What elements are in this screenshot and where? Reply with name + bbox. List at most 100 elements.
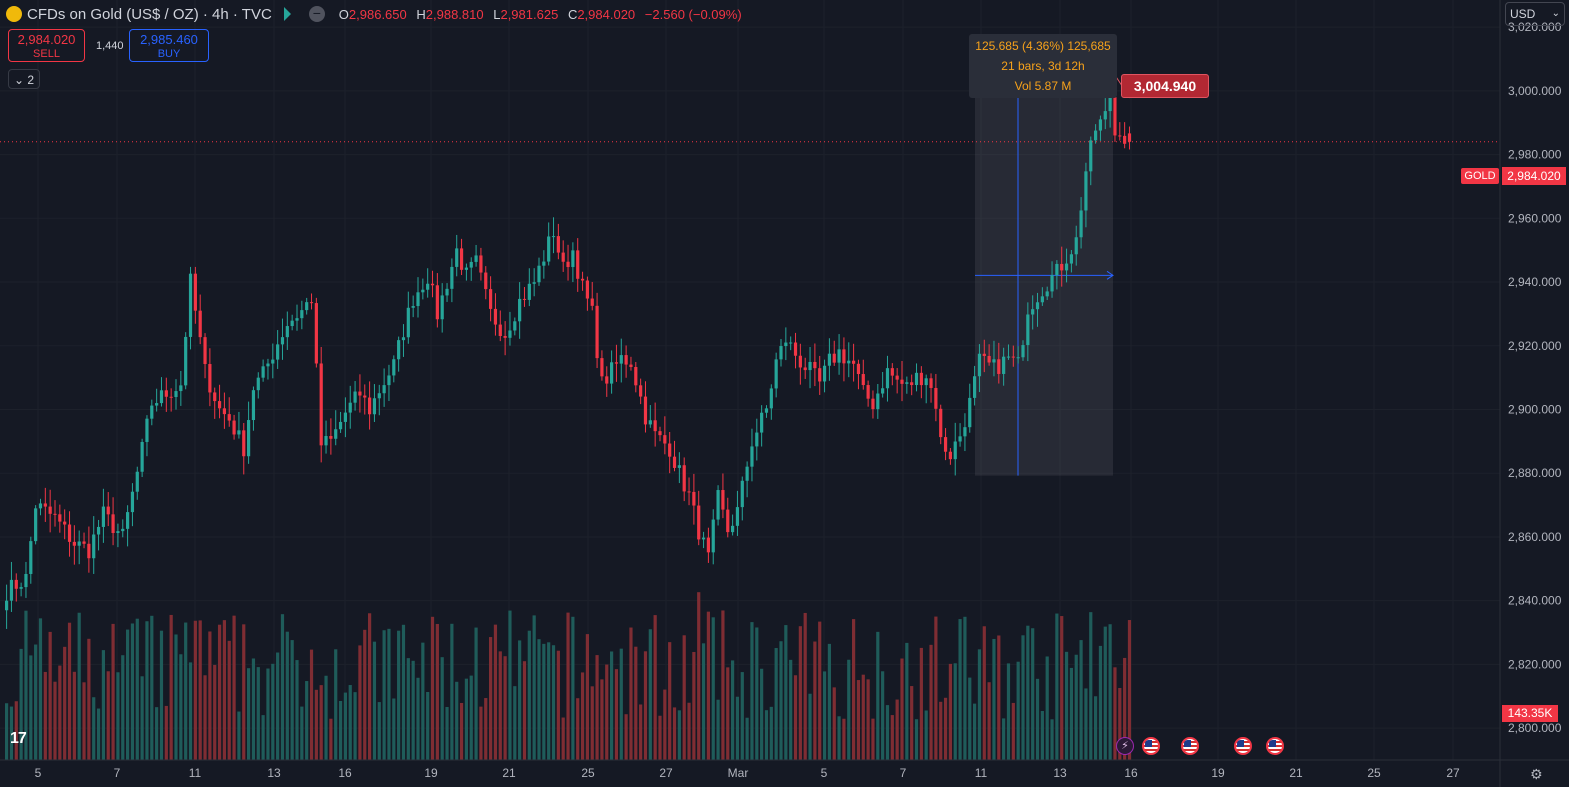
currency-selector[interactable]: USD ⌄ bbox=[1505, 2, 1565, 26]
price-axis[interactable]: 2,800.000 2,820.000 2,840.000 2,860.000 2,88… bbox=[1499, 0, 1562, 787]
volume-bar bbox=[440, 657, 444, 760]
candle-body bbox=[721, 490, 725, 510]
candle-body bbox=[126, 512, 130, 529]
volume-bar bbox=[353, 692, 357, 760]
candle-body bbox=[503, 336, 507, 338]
candle-body bbox=[764, 408, 769, 413]
candle-body bbox=[1016, 357, 1020, 359]
volume-bar bbox=[222, 620, 226, 760]
us-flag-event-icon[interactable] bbox=[1266, 737, 1284, 755]
volume-bar bbox=[406, 658, 410, 760]
volume-bar bbox=[1094, 696, 1098, 760]
indicator-count: 2 bbox=[27, 73, 35, 87]
volume-bar bbox=[421, 642, 425, 760]
tradingview-logo[interactable]: 17 bbox=[10, 730, 27, 747]
volume-bar bbox=[590, 686, 594, 760]
volume-bar bbox=[547, 642, 551, 760]
candle-body bbox=[977, 353, 982, 377]
candle-body bbox=[363, 395, 367, 398]
volume-bar bbox=[53, 681, 57, 760]
volume-bar bbox=[203, 675, 207, 760]
candle-body bbox=[150, 405, 154, 419]
volume-bar bbox=[242, 624, 246, 760]
indicators-collapse-button[interactable]: ⌄ 2 bbox=[8, 69, 40, 89]
candle-body bbox=[789, 342, 793, 344]
candle-body bbox=[600, 358, 604, 377]
volume-bar bbox=[372, 641, 377, 760]
volume-bar bbox=[135, 618, 139, 760]
candle-body bbox=[939, 408, 943, 438]
volume-bar bbox=[34, 644, 38, 760]
price-tick-label: 2,800.000 bbox=[1508, 721, 1562, 735]
candle-body bbox=[63, 521, 67, 525]
candle-body bbox=[222, 408, 226, 415]
volume-bar bbox=[169, 614, 173, 760]
candle-body bbox=[314, 303, 318, 364]
time-tick-label: 21 bbox=[1289, 766, 1303, 780]
us-flag-event-icon[interactable] bbox=[1181, 737, 1199, 755]
buy-label: BUY bbox=[157, 48, 181, 60]
volume-bar bbox=[784, 625, 788, 760]
volume-bar bbox=[38, 618, 43, 760]
candle-body bbox=[14, 579, 18, 589]
us-flag-event-icon[interactable] bbox=[1234, 737, 1252, 755]
low-key: L bbox=[493, 6, 501, 22]
gear-icon[interactable]: ⚙ bbox=[1530, 766, 1543, 782]
price-tick-label: 2,880.000 bbox=[1508, 466, 1562, 480]
volume-bar bbox=[789, 659, 793, 760]
candle-body bbox=[184, 336, 188, 386]
candle-body bbox=[227, 414, 231, 421]
candle-body bbox=[67, 524, 72, 542]
volume-bar bbox=[639, 704, 643, 760]
chevron-down-icon: ⌄ bbox=[1551, 8, 1560, 19]
sell-button[interactable]: 2,984.020 SELL bbox=[8, 29, 85, 62]
candle-body bbox=[34, 508, 38, 542]
volume-bar bbox=[116, 672, 120, 760]
volume-bar bbox=[653, 615, 657, 760]
volume-bar bbox=[977, 649, 982, 760]
candle-body bbox=[72, 541, 76, 546]
volume-bar bbox=[697, 592, 701, 760]
candle-body bbox=[566, 261, 570, 268]
high-price-callout[interactable]: 3,004.940 bbox=[1121, 74, 1209, 98]
volume-bar bbox=[1026, 625, 1030, 760]
candle-body bbox=[629, 364, 633, 367]
candle-body bbox=[561, 252, 565, 262]
measure-range-box[interactable] bbox=[975, 74, 1114, 476]
volume-bar bbox=[513, 686, 517, 760]
candle-body bbox=[706, 537, 710, 553]
buy-button[interactable]: 2,985.460 BUY bbox=[129, 29, 209, 62]
price-tick-label: 3,000.000 bbox=[1508, 84, 1562, 98]
us-flag-event-icon[interactable] bbox=[1142, 737, 1160, 755]
change-value: −2.560 (−0.09%) bbox=[644, 6, 742, 22]
hide-legend-icon[interactable]: − bbox=[308, 6, 325, 22]
time-axis[interactable]: 5 7 11 13 16 19 21 25 27 Mar 5 7 11 13 16 19 21 25 27 bbox=[0, 759, 1569, 780]
candle-body bbox=[53, 513, 57, 515]
candle-body bbox=[943, 437, 948, 452]
volume-bar bbox=[416, 677, 420, 760]
volume-bar bbox=[895, 699, 899, 760]
candle-body bbox=[798, 355, 802, 368]
symbol-title[interactable]: CFDs on Gold (US$ / OZ) · 4h · TVC bbox=[27, 5, 272, 23]
candle-body bbox=[247, 420, 251, 457]
candle-body bbox=[1084, 171, 1088, 211]
volume-bar bbox=[1064, 651, 1069, 760]
volume-bar bbox=[92, 697, 96, 760]
volume-bar bbox=[919, 647, 923, 760]
candle-body bbox=[24, 573, 28, 588]
volume-bar bbox=[929, 644, 933, 760]
candle-body bbox=[885, 368, 890, 389]
candle-body bbox=[643, 396, 648, 425]
volume-bar bbox=[430, 616, 435, 760]
candle-body bbox=[440, 295, 444, 320]
volume-bar bbox=[1055, 613, 1059, 760]
candle-body bbox=[542, 261, 546, 266]
volume-bar bbox=[808, 693, 812, 760]
volume-bar bbox=[813, 641, 817, 760]
lightning-event-icon[interactable]: ⚡ bbox=[1116, 737, 1134, 755]
time-tick-label: 21 bbox=[502, 766, 516, 780]
volume-bar bbox=[818, 621, 822, 760]
candle-body bbox=[697, 505, 701, 540]
candle-body bbox=[130, 491, 135, 513]
